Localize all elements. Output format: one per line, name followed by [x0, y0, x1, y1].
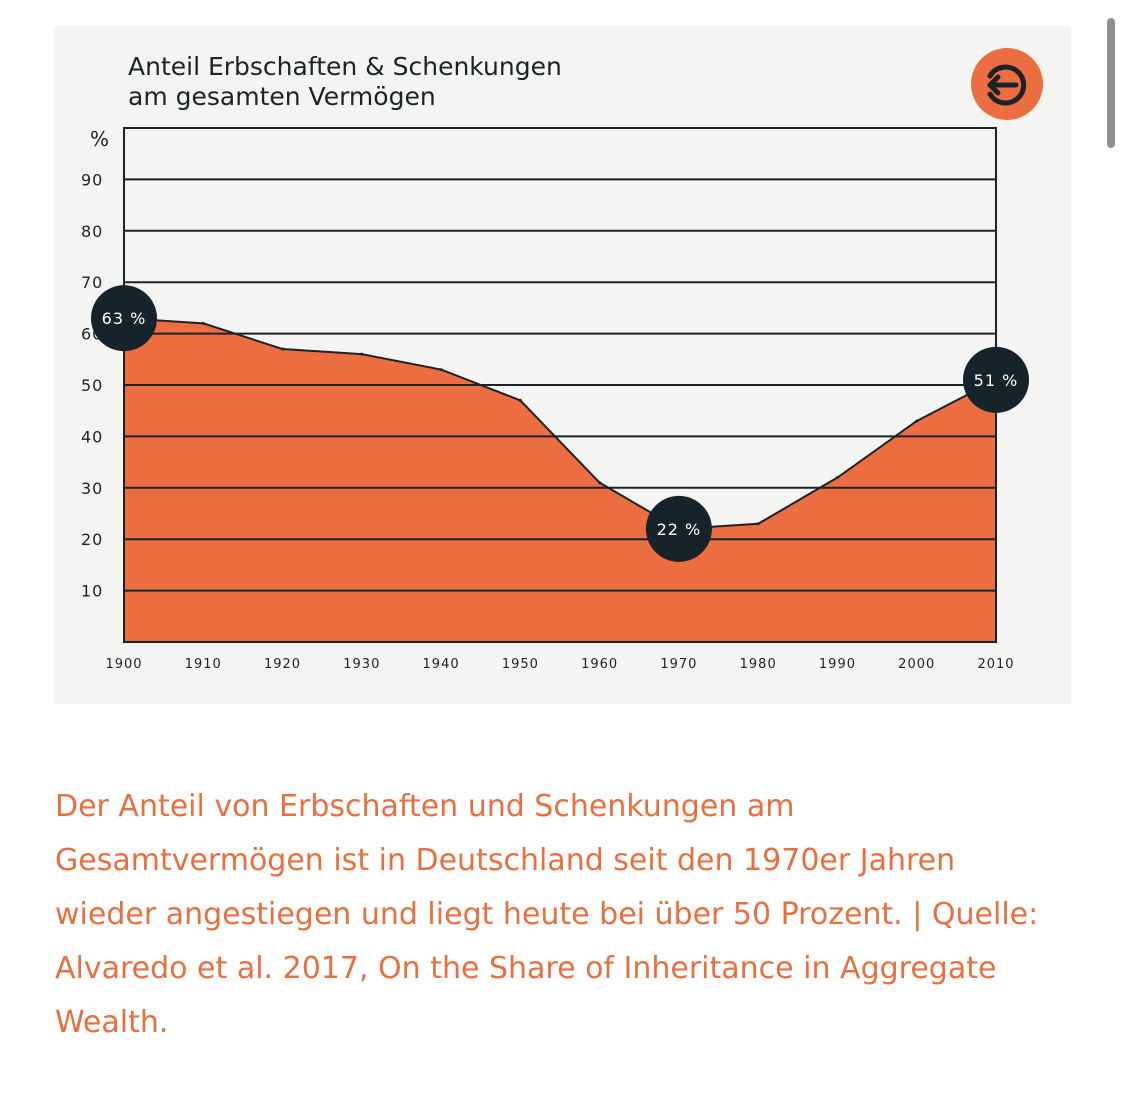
y-tick-label: 70 [81, 273, 103, 292]
chart-card: Anteil Erbschaften & Schenkungen am gesa… [54, 26, 1071, 704]
x-tick-label: 1930 [343, 657, 380, 672]
data-point [756, 522, 760, 526]
y-tick-label: 20 [81, 530, 103, 549]
x-tick-label: 1980 [740, 657, 777, 672]
x-tick-label: 1910 [185, 657, 222, 672]
callout-label: 22 % [657, 520, 702, 539]
data-point [835, 476, 839, 480]
y-tick-label: 30 [81, 479, 103, 498]
data-point [360, 352, 364, 356]
logo [971, 48, 1043, 120]
data-point [598, 481, 602, 485]
y-tick-label: 80 [81, 222, 103, 241]
y-axis-label: % [90, 127, 110, 151]
callout-label: 63 % [102, 309, 147, 328]
x-tick-label: 2010 [977, 657, 1014, 672]
x-tick-label: 1960 [581, 657, 618, 672]
chart-svg: Anteil Erbschaften & Schenkungen am gesa… [81, 48, 1043, 672]
x-tick-label: 1920 [264, 657, 301, 672]
chart-title-line-1: Anteil Erbschaften & Schenkungen [128, 52, 562, 81]
x-tick-label: 1990 [819, 657, 856, 672]
callout-circle [645, 495, 712, 562]
x-tick-label: 1940 [423, 657, 460, 672]
y-tick-label: 90 [81, 170, 103, 189]
callout-circle [91, 285, 157, 352]
x-tick-label: 1970 [660, 657, 697, 672]
callout-badge: 63 % [91, 285, 157, 352]
data-point [439, 368, 443, 372]
scrollbar[interactable] [1107, 18, 1115, 148]
data-point [281, 347, 285, 351]
y-tick-label: 10 [81, 582, 103, 601]
x-tick-label: 1900 [105, 657, 142, 672]
area-fill [124, 318, 996, 642]
y-tick-label: 50 [81, 376, 103, 395]
data-point [201, 321, 205, 325]
callout-badge: 22 % [645, 495, 712, 562]
callout-badge: 51 % [963, 346, 1029, 413]
data-point [518, 398, 522, 402]
g-arrow-logo-icon [987, 64, 1027, 106]
x-tick-label: 2000 [898, 657, 935, 672]
chart-caption: Der Anteil von Erbschaften und Schenkung… [55, 789, 1039, 1040]
callout-label: 51 % [974, 371, 1019, 390]
data-point [915, 419, 919, 423]
y-tick-label: 40 [81, 427, 103, 446]
callout-circle [963, 346, 1029, 413]
series-line [123, 317, 997, 530]
x-tick-label: 1950 [502, 657, 539, 672]
chart-title-line-2: am gesamten Vermögen [128, 82, 436, 111]
